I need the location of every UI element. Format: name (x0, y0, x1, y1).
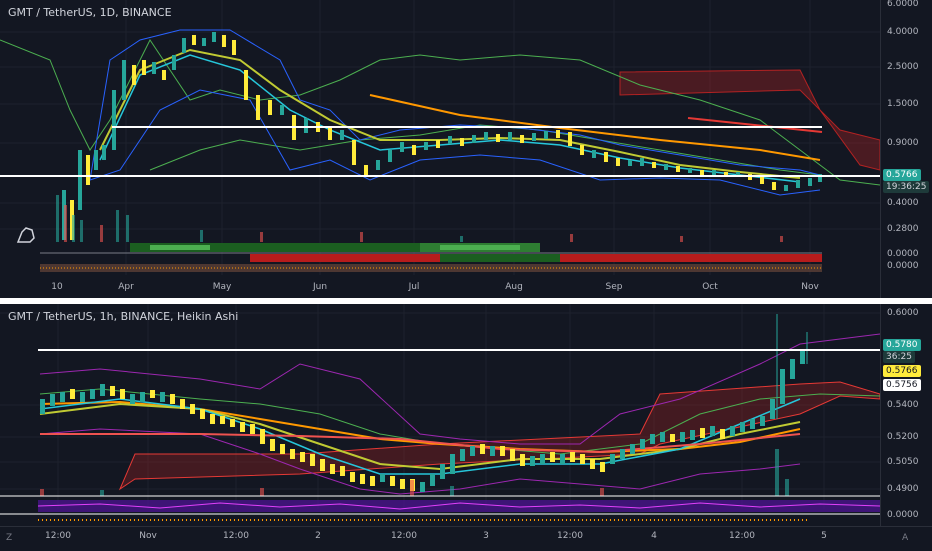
time-label: May (212, 282, 232, 292)
time-label: 5 (821, 531, 827, 541)
price-tick: 0.6000 (887, 308, 919, 318)
time-label: 12:00 (391, 531, 417, 541)
price-tick: 0.0000 (887, 249, 919, 259)
daily-chart-plot[interactable]: GMT / TetherUS, 1D, BINANCE 10 Apr May J… (0, 0, 880, 298)
time-label: 2 (315, 531, 321, 541)
time-label: Nov (139, 531, 157, 541)
time-label: 12:00 (223, 531, 249, 541)
time-label: Aug (505, 282, 523, 292)
timezone-toggle[interactable]: Z (6, 533, 13, 543)
price-tick: 0.0000 (887, 261, 919, 271)
time-label: Sep (605, 282, 623, 292)
price-tick: 0.5200 (887, 432, 919, 442)
white-price-tag: 0.5756 (883, 379, 921, 391)
time-label: Apr (118, 282, 134, 292)
price-tick: 0.5050 (887, 457, 919, 467)
price-tick: 0.0000 (887, 510, 919, 520)
time-label: 12:00 (729, 531, 755, 541)
dino-logo (16, 227, 35, 243)
time-label: 4 (651, 531, 657, 541)
pane-divider[interactable] (0, 298, 932, 304)
time-label: Jun (312, 282, 328, 292)
price-tick: 6.0000 (887, 0, 919, 9)
hourly-price-axis[interactable]: 0.6000 0.5400 0.5200 0.5050 0.4900 0.000… (880, 304, 932, 526)
time-label: Oct (702, 282, 718, 292)
last-price-tag: 0.5766 (883, 169, 921, 181)
hourly-chart-pane[interactable]: GMT / TetherUS, 1h, BINANCE, Heikin Ashi… (0, 304, 932, 526)
daily-price-axis[interactable]: 6.0000 4.0000 2.5000 1.5000 0.9000 0.400… (880, 0, 932, 298)
daily-chart-title[interactable]: GMT / TetherUS, 1D, BINANCE (8, 6, 172, 19)
daily-time-axis[interactable]: 10 Apr May Jun Jul Aug Sep Oct Nov (0, 278, 880, 298)
hourly-chart-plot[interactable]: GMT / TetherUS, 1h, BINANCE, Heikin Ashi (0, 304, 880, 526)
price-tick: 0.4900 (887, 484, 919, 494)
time-label: 12:00 (557, 531, 583, 541)
countdown-tag: 36:25 (883, 351, 915, 363)
countdown-tag: 19:36:25 (883, 181, 930, 193)
time-label: Jul (408, 282, 420, 292)
daily-candles (62, 32, 822, 240)
price-tick: 0.4000 (887, 198, 919, 208)
time-label: 3 (483, 531, 489, 541)
cloud-area (619, 69, 880, 171)
auto-scale-toggle[interactable]: A (902, 533, 909, 543)
last-price-tag: 0.5780 (883, 339, 921, 351)
hourly-chart-title[interactable]: GMT / TetherUS, 1h, BINANCE, Heikin Ashi (8, 310, 239, 323)
time-label: 10 (51, 282, 63, 292)
price-tick: 1.5000 (887, 99, 919, 109)
price-tick: 4.0000 (887, 27, 919, 37)
hourly-candles (40, 314, 808, 492)
daily-chart-pane[interactable]: GMT / TetherUS, 1D, BINANCE 10 Apr May J… (0, 0, 932, 298)
time-label: 12:00 (45, 531, 71, 541)
price-tick: 2.5000 (887, 62, 919, 72)
price-tick: 0.2800 (887, 224, 919, 234)
yellow-price-tag: 0.5766 (883, 365, 921, 377)
time-label: Nov (801, 282, 819, 292)
hourly-time-axis[interactable]: Z 12:00 Nov 12:00 2 12:00 3 12:00 4 12:0… (0, 526, 932, 551)
price-tick: 0.5400 (887, 400, 919, 410)
price-tick: 0.9000 (887, 138, 919, 148)
